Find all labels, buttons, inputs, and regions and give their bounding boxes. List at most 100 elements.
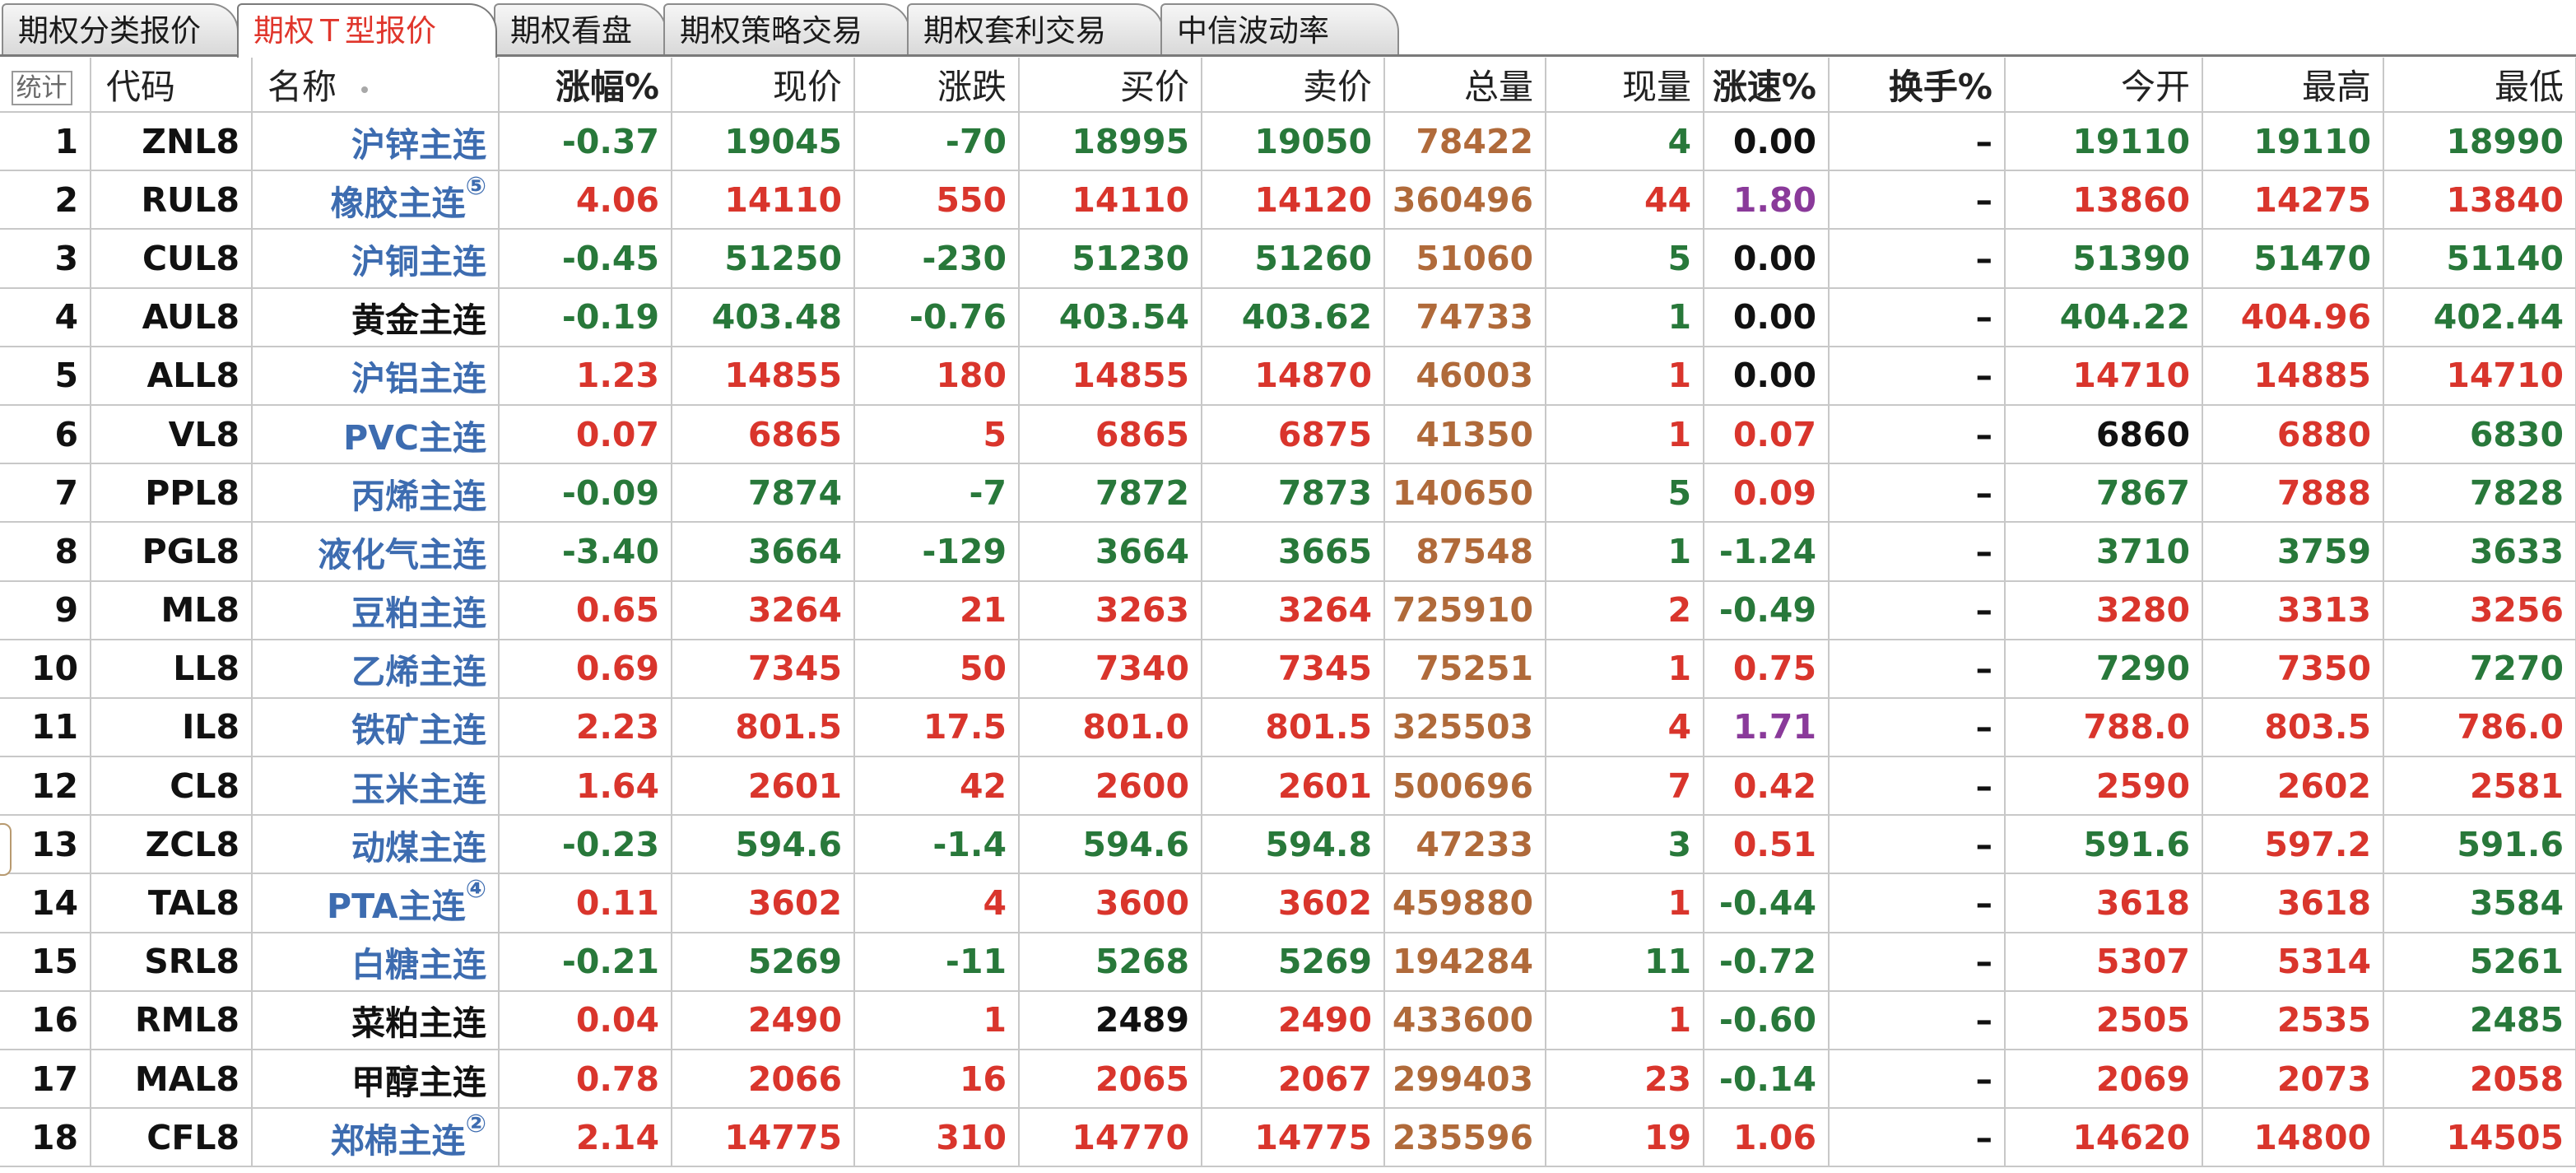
tab-option-t-quote[interactable]: 期权Ｔ型报价: [237, 3, 497, 58]
contract-name[interactable]: 铁矿主连: [351, 710, 486, 751]
table-row[interactable]: 10 LL8 乙烯主连 0.69 7345 50 7340 7345 75251 1 0.75–72…: [0, 639, 2576, 699]
tab-option-arbitrage-trade[interactable]: 期权套利交易: [907, 3, 1164, 54]
name-cell[interactable]: 豆粕主连: [252, 580, 500, 640]
col-header-current-volume[interactable]: 现量: [1546, 58, 1704, 113]
stat-button[interactable]: 统计: [11, 70, 72, 105]
contract-name[interactable]: 豆粕主连: [351, 593, 486, 634]
change-pct-cell: 2.14: [499, 1108, 672, 1168]
code-cell: ZNL8: [91, 112, 253, 172]
code-cell: AUL8: [91, 287, 253, 347]
contract-name[interactable]: 白糖主连: [351, 945, 486, 985]
col-header-name[interactable]: 名称: [252, 58, 500, 113]
name-cell[interactable]: 沪铝主连: [252, 346, 500, 406]
contract-name[interactable]: 沪铝主连: [351, 359, 486, 399]
name-cell[interactable]: 动煤主连: [252, 815, 500, 875]
low-cell: 402.44: [2383, 287, 2576, 347]
name-cell[interactable]: PTA主连④: [252, 873, 500, 933]
side-panel-handle[interactable]: [0, 823, 12, 876]
contract-name[interactable]: 玉米主连: [351, 769, 486, 809]
col-header-price[interactable]: 现价: [672, 58, 855, 113]
contract-name[interactable]: 橡胶主连: [330, 183, 466, 223]
row-index-cell: 17: [0, 1050, 91, 1110]
table-row[interactable]: 8 PGL8 液化气主连 -3.40 3664 -129 3664 3665 87548 1 -1.…: [0, 522, 2576, 582]
rank-mark-icon: ④: [465, 875, 486, 905]
table-row[interactable]: 11 IL8 铁矿主连 2.23 801.5 17.5 801.0 801.5 325503 4 1…: [0, 697, 2576, 758]
turnover-cell: –: [1829, 112, 2006, 172]
bid-cell: 18995: [1019, 112, 1202, 172]
col-header-open[interactable]: 今开: [2005, 58, 2203, 113]
col-header-turnover[interactable]: 换手%: [1829, 58, 2006, 113]
table-row[interactable]: 4 AUL8 黄金主连 -0.19 403.48 -0.76 403.54 403.62 747…: [0, 287, 2576, 347]
tab-option-category-quote[interactable]: 期权分类报价: [2, 3, 239, 54]
contract-name[interactable]: 沪锌主连: [351, 124, 486, 165]
contract-name[interactable]: 乙烯主连: [351, 652, 486, 692]
col-header-speed[interactable]: 涨速%: [1704, 58, 1830, 113]
change-pct-cell: 0.78: [499, 1050, 672, 1110]
contract-name[interactable]: 菜粕主连: [351, 1003, 486, 1044]
row-index-cell: 6: [0, 404, 91, 465]
col-header-change[interactable]: 涨跌: [854, 58, 1020, 113]
tab-option-strategy-trade[interactable]: 期权策略交易: [663, 3, 910, 54]
open-cell: 2069: [2005, 1050, 2203, 1110]
table-row[interactable]: 9 ML8 豆粕主连 0.65 3264 21 3263 3264 725910 2 -0.49–3…: [0, 580, 2576, 640]
table-row[interactable]: 15 SRL8 白糖主连 -0.21 5269 -11 5268 5269 194284 11 -0…: [0, 932, 2576, 992]
table-row[interactable]: 12 CL8 玉米主连 1.64 2601 42 2600 2601 500696 7 0.42–2…: [0, 756, 2576, 817]
col-header-low[interactable]: 最低: [2383, 58, 2576, 113]
col-header-bid[interactable]: 买价: [1019, 58, 1202, 113]
name-cell[interactable]: 橡胶主连⑤: [252, 170, 500, 230]
tab-option-watch[interactable]: 期权看盘: [494, 3, 667, 54]
contract-name[interactable]: 动煤主连: [351, 827, 486, 868]
col-header-code[interactable]: 代码: [91, 58, 253, 113]
name-cell[interactable]: PVC主连: [252, 404, 500, 465]
contract-name[interactable]: 黄金主连: [351, 300, 486, 341]
table-row[interactable]: 3 CUL8 沪铜主连 -0.45 51250 -230 51230 51260 51060 5 0…: [0, 229, 2576, 289]
col-header-change-pct[interactable]: 涨幅%: [499, 58, 672, 113]
tab-citic-volatility[interactable]: 中信波动率: [1160, 3, 1399, 54]
name-cell[interactable]: 沪铜主连: [252, 229, 500, 289]
speed-cell: 0.00: [1704, 112, 1830, 172]
table-row[interactable]: 16 RML8 菜粕主连 0.04 2490 1 2489 2490 433600 1 -0.60–…: [0, 990, 2576, 1051]
table-row[interactable]: 6 VL8 PVC主连 0.07 6865 5 6865 6875 41350 1 0.07–686…: [0, 404, 2576, 465]
name-cell[interactable]: 白糖主连: [252, 932, 500, 992]
name-cell[interactable]: 甲醇主连: [252, 1050, 500, 1110]
table-row[interactable]: 18 CFL8 郑棉主连② 2.14 14775 310 14770 14775 235596 1…: [0, 1108, 2576, 1168]
col-header-high[interactable]: 最高: [2202, 58, 2384, 113]
name-cell[interactable]: 沪锌主连: [252, 112, 500, 172]
table-row[interactable]: 14 TAL8 PTA主连④ 0.11 3602 4 3600 3602 459880 1 -0.4…: [0, 873, 2576, 933]
stat-header-cell[interactable]: 统计: [0, 58, 91, 113]
table-row[interactable]: 7 PPL8 丙烯主连 -0.09 7874 -7 7872 7873 140650 5 0.09–…: [0, 463, 2576, 524]
contract-name[interactable]: 丙烯主连: [351, 476, 486, 516]
contract-name[interactable]: 甲醇主连: [351, 1062, 486, 1102]
table-row[interactable]: 13 ZCL8 动煤主连 -0.23 594.6 -1.4 594.6 594.8 47233 3…: [0, 815, 2576, 875]
contract-name[interactable]: 沪铜主连: [351, 241, 486, 282]
name-cell[interactable]: 丙烯主连: [252, 463, 500, 524]
table-row[interactable]: 17 MAL8 甲醇主连 0.78 2066 16 2065 2067 299403 23 -0.1…: [0, 1050, 2576, 1110]
table-row[interactable]: 5 ALL8 沪铝主连 1.23 14855 180 14855 14870 46003 1 0.0…: [0, 346, 2576, 406]
high-cell: 3759: [2202, 522, 2384, 582]
name-cell[interactable]: 乙烯主连: [252, 639, 500, 699]
low-cell: 13840: [2383, 170, 2576, 230]
table-row[interactable]: 1 ZNL8 沪锌主连 -0.37 19045 -70 18995 19050 78422 4 0.…: [0, 112, 2576, 172]
contract-name[interactable]: 液化气主连: [318, 534, 486, 575]
volume-cell: 235596: [1384, 1108, 1546, 1168]
high-cell: 51470: [2202, 229, 2384, 289]
high-cell: 19110: [2202, 112, 2384, 172]
contract-name[interactable]: PVC主连: [343, 417, 486, 458]
name-cell[interactable]: 黄金主连: [252, 287, 500, 347]
row-index-cell: 5: [0, 346, 91, 406]
change-pct-cell: 0.07: [499, 404, 672, 465]
volume-cell: 41350: [1384, 404, 1546, 465]
name-cell[interactable]: 铁矿主连: [252, 697, 500, 758]
name-cell[interactable]: 液化气主连: [252, 522, 500, 582]
col-header-ask[interactable]: 卖价: [1202, 58, 1385, 113]
contract-name[interactable]: PTA主连: [327, 887, 466, 927]
change-pct-cell: 4.06: [499, 170, 672, 230]
name-cell[interactable]: 菜粕主连: [252, 990, 500, 1051]
contract-name[interactable]: 郑棉主连: [330, 1120, 466, 1161]
col-header-volume[interactable]: 总量: [1384, 58, 1546, 113]
name-cell[interactable]: 玉米主连: [252, 756, 500, 817]
name-cell[interactable]: 郑棉主连②: [252, 1108, 500, 1168]
low-cell: 786.0: [2383, 697, 2576, 758]
row-index-cell: 9: [0, 580, 91, 640]
table-row[interactable]: 2 RUL8 橡胶主连⑤ 4.06 14110 550 14110 14120 360496 44…: [0, 170, 2576, 230]
